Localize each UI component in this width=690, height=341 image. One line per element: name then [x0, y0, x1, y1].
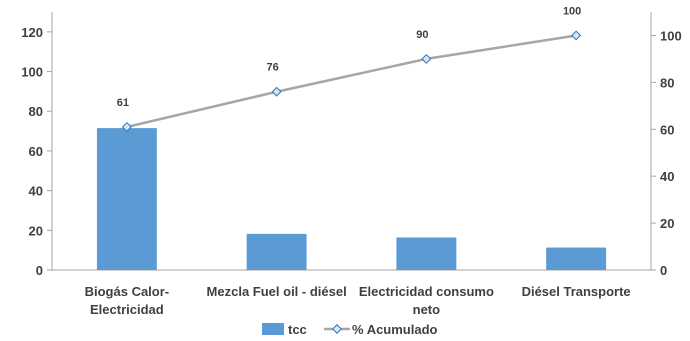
bar-series: [96, 128, 607, 270]
cumulative-point: [121, 121, 132, 132]
category-label: Diésel Transporte: [522, 284, 631, 299]
bar-tcc: [546, 247, 607, 270]
line-series: 61 76 90 100: [117, 5, 582, 132]
category-label: neto: [413, 302, 441, 317]
left-axis-tick-label: 20: [29, 223, 43, 238]
bar-tcc: [396, 237, 457, 270]
bar-tcc: [246, 233, 307, 270]
cumulative-point: [271, 86, 282, 97]
left-axis-tick-label: 100: [21, 65, 43, 80]
cumulative-line: [126, 34, 577, 129]
right-axis-tick-label: 20: [660, 216, 674, 231]
cumulative-data-label: 61: [117, 97, 129, 109]
right-axis-tick-label: 100: [660, 28, 682, 43]
right-axis-tick-label: 80: [660, 75, 674, 90]
left-axis-tick-label: 0: [36, 263, 43, 278]
cumulative-data-label: 90: [416, 29, 428, 41]
category-label: Electricidad consumo: [359, 284, 494, 299]
legend-label-acumulado: % Acumulado: [352, 322, 438, 337]
bar-tcc: [96, 128, 157, 270]
right-axis-tick-label: 40: [660, 169, 674, 184]
legend-label-tcc: tcc: [288, 322, 307, 337]
cumulative-point: [571, 30, 582, 41]
cumulative-data-label: 76: [267, 62, 279, 74]
category-label: Electricidad: [90, 302, 164, 317]
legend: tcc % Acumulado: [262, 322, 438, 337]
left-axis-tick-label: 80: [29, 104, 43, 119]
right-axis-tick-label: 0: [660, 263, 667, 278]
legend-swatch-tcc: [262, 323, 284, 335]
cumulative-point: [421, 53, 432, 64]
left-axis-tick-label: 60: [29, 144, 43, 159]
left-axis-tick-label: 40: [29, 184, 43, 199]
category-labels: Biogás Calor- Electricidad Mezcla Fuel oil…: [85, 284, 631, 317]
left-axis-tick-label: 120: [21, 25, 43, 40]
category-label: Mezcla Fuel oil - diésel: [207, 284, 347, 299]
legend-swatch-marker: [332, 324, 342, 334]
cumulative-data-label: 100: [563, 5, 581, 17]
category-label: Biogás Calor-: [85, 284, 170, 299]
right-axis-tick-label: 60: [660, 122, 674, 137]
